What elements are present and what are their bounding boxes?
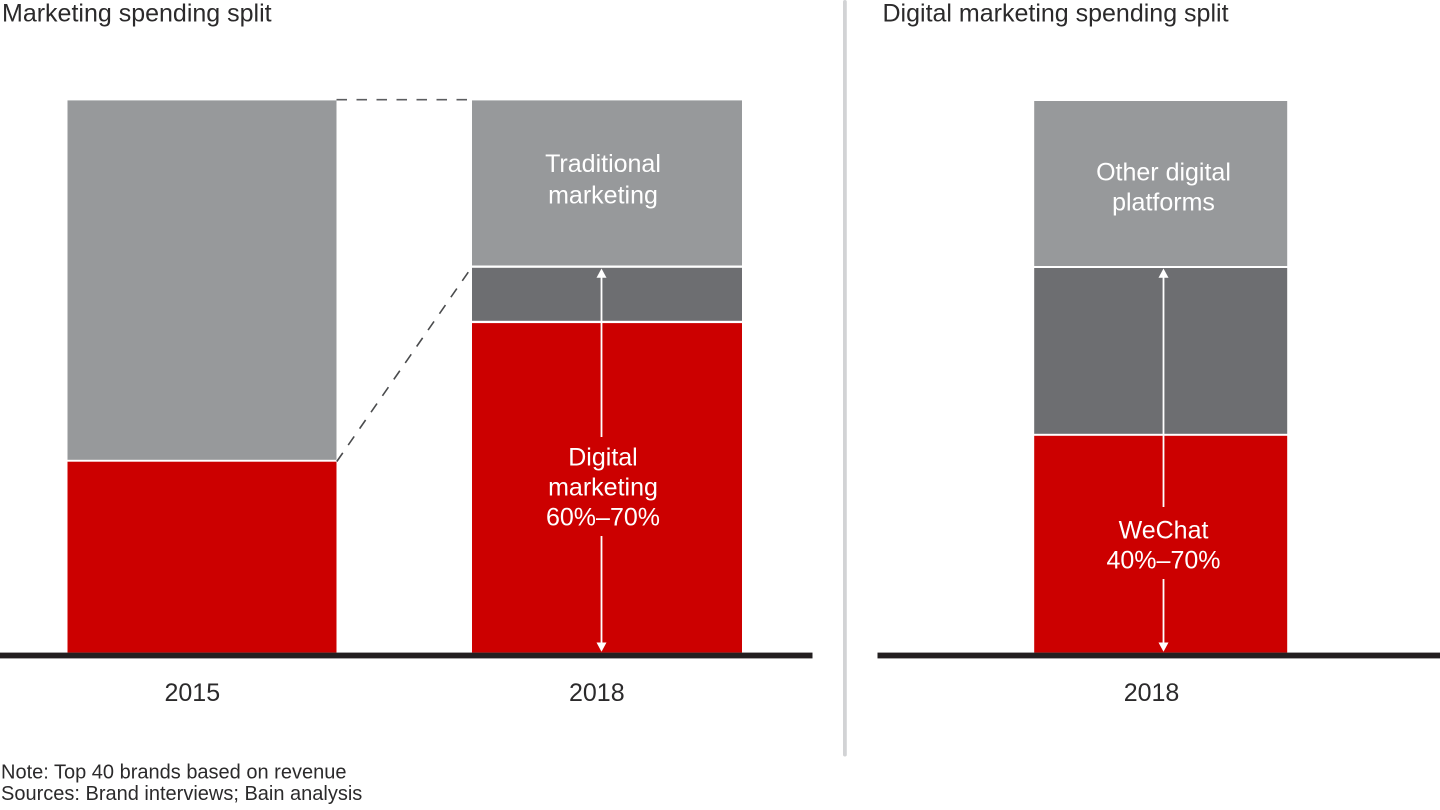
svg-text:Note: Top 40 brands based on r: Note: Top 40 brands based on revenue: [1, 761, 346, 783]
svg-text:2018: 2018: [1124, 679, 1180, 707]
svg-text:60%–70%: 60%–70%: [546, 503, 660, 531]
svg-text:Traditional: Traditional: [545, 150, 661, 178]
svg-text:Sources: Brand interviews; Bai: Sources: Brand interviews; Bain analysis: [1, 783, 362, 805]
svg-text:Digital marketing spending spl: Digital marketing spending split: [883, 0, 1229, 28]
svg-text:platforms: platforms: [1112, 189, 1215, 217]
svg-text:2015: 2015: [164, 679, 220, 707]
svg-text:marketing: marketing: [548, 182, 658, 210]
svg-text:marketing: marketing: [548, 473, 658, 501]
svg-text:Other digital: Other digital: [1096, 159, 1231, 187]
svg-text:Digital: Digital: [568, 443, 637, 471]
svg-text:WeChat: WeChat: [1119, 517, 1209, 545]
svg-text:2018: 2018: [569, 679, 625, 707]
svg-text:Marketing spending split: Marketing spending split: [2, 0, 272, 28]
svg-text:40%–70%: 40%–70%: [1107, 547, 1221, 575]
